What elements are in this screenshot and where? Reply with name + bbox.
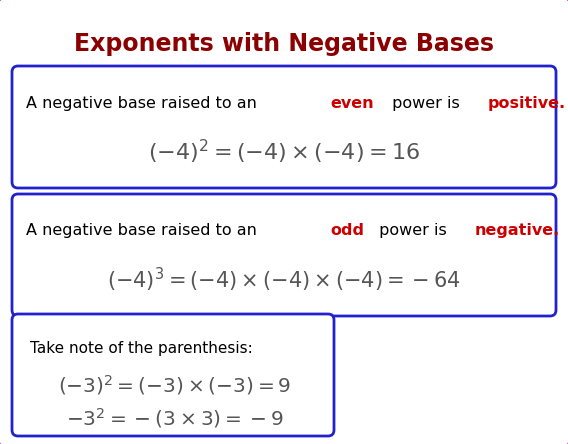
Text: odd: odd xyxy=(331,222,365,238)
FancyBboxPatch shape xyxy=(12,194,556,316)
Text: $(-4)^{2}=(-4)\times(-4)=16$: $(-4)^{2}=(-4)\times(-4)=16$ xyxy=(148,138,420,166)
Text: $(-3)^{2}=(-3)\times(-3)=9$: $(-3)^{2}=(-3)\times(-3)=9$ xyxy=(59,373,291,397)
Text: power is: power is xyxy=(374,222,452,238)
FancyBboxPatch shape xyxy=(12,66,556,188)
FancyBboxPatch shape xyxy=(12,314,334,436)
Text: Exponents with Negative Bases: Exponents with Negative Bases xyxy=(74,32,494,56)
Text: A negative base raised to an: A negative base raised to an xyxy=(26,95,262,111)
Text: $(-4)^{3}=(-4)\times(-4)\times(-4)=-64$: $(-4)^{3}=(-4)\times(-4)\times(-4)=-64$ xyxy=(107,266,461,294)
Text: power is: power is xyxy=(387,95,465,111)
Text: Take note of the parenthesis:: Take note of the parenthesis: xyxy=(30,341,253,356)
Text: positive.: positive. xyxy=(487,95,565,111)
Text: negative.: negative. xyxy=(475,222,560,238)
Text: A negative base raised to an: A negative base raised to an xyxy=(26,222,262,238)
Text: even: even xyxy=(331,95,374,111)
Text: $-3^{2}=-(3\times3)=-9$: $-3^{2}=-(3\times3)=-9$ xyxy=(66,406,284,430)
